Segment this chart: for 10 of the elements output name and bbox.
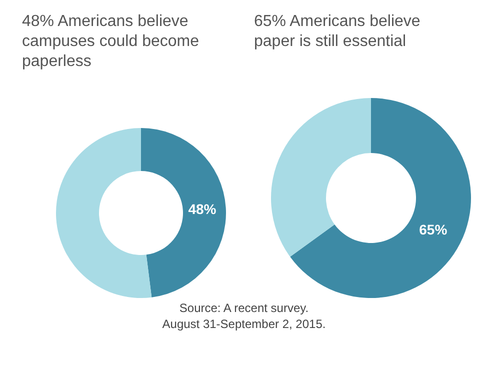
donut-slice [290, 98, 471, 298]
chart-title: 65% Americans believe paper is still essential [254, 12, 422, 52]
chart-title: 48% Americans believe campuses could become paperless [22, 12, 200, 72]
donut-slice [56, 128, 152, 298]
data-label: 65% [419, 222, 448, 238]
source-note: Source: A recent survey. [178, 300, 310, 316]
donut-slice [271, 98, 371, 257]
data-label: 48% [188, 201, 217, 218]
text: August 31-September 2, 2015. [161, 316, 327, 332]
donut-slice [141, 128, 226, 298]
